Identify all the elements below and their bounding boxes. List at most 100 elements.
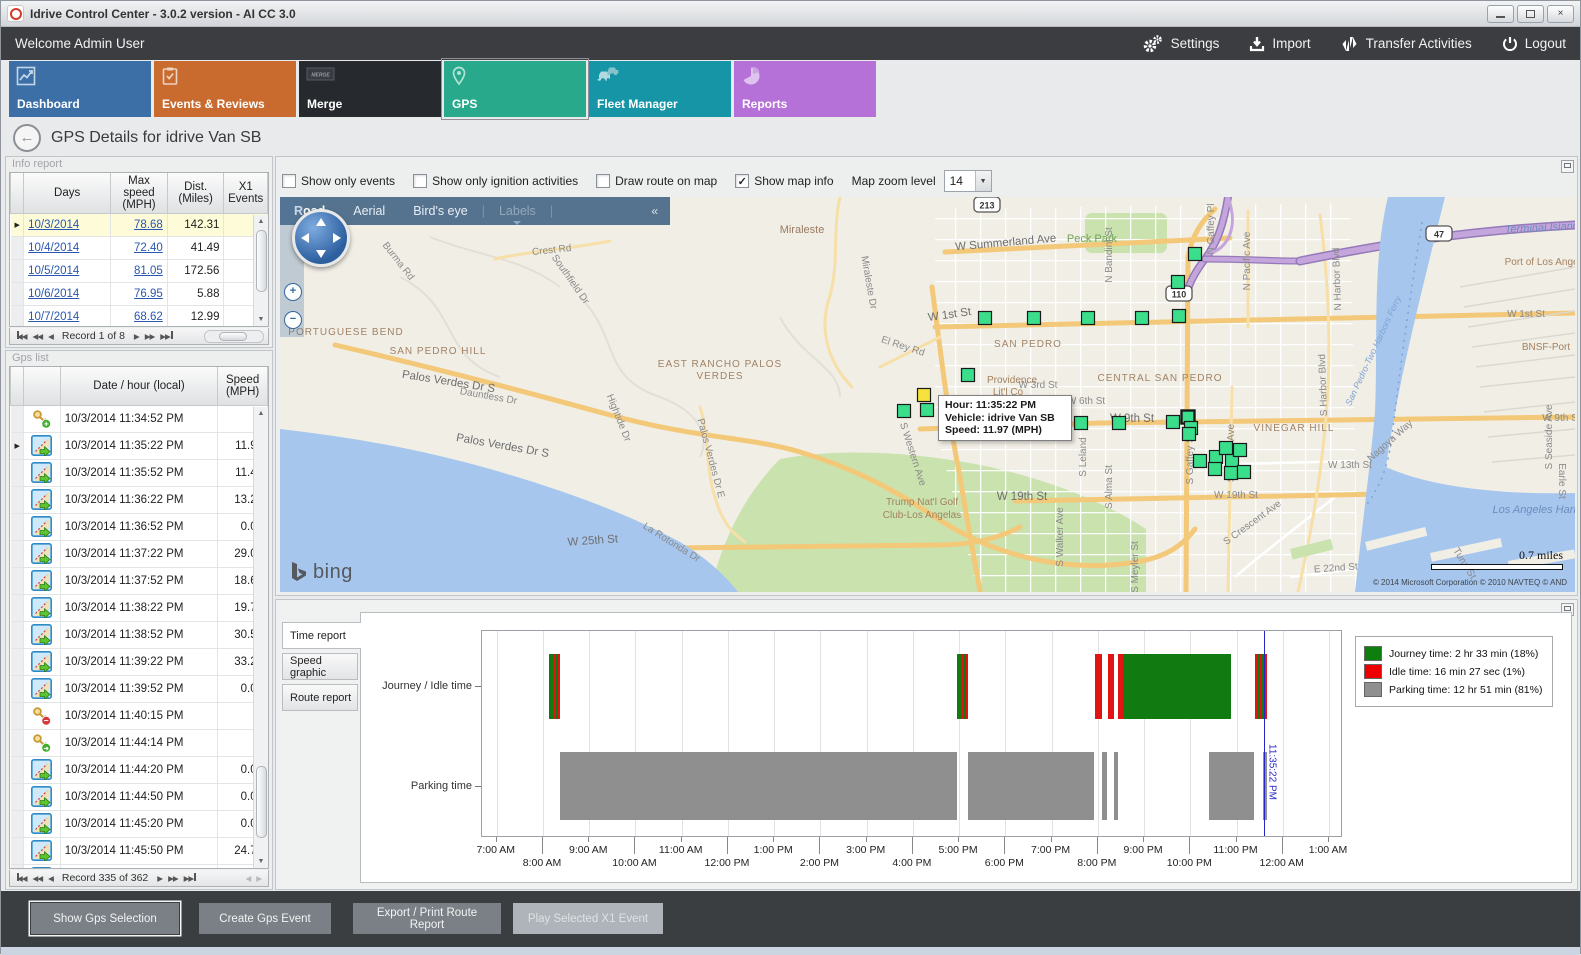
pager-hscrollbar[interactable] — [204, 329, 264, 343]
pager-next-button[interactable]: ▶ — [133, 331, 140, 341]
gps-marker[interactable] — [1232, 442, 1248, 458]
scroll-down-icon[interactable]: ▼ — [257, 858, 265, 865]
map-panel-collapse-button[interactable] — [1561, 160, 1574, 173]
map-style-aerial[interactable]: Aerial — [353, 204, 386, 218]
map-canvas[interactable]: Miraleste Crest Rd Burma Rd Southfield Dr Mi… — [280, 197, 1575, 592]
tab-dashboard[interactable]: Dashboard — [9, 61, 151, 117]
pager-first-button[interactable]: ◀◀ — [17, 331, 28, 341]
gps-marker[interactable] — [1080, 310, 1096, 326]
table-row[interactable]: 10/3/2014 11:38:52 PM 30.55 — [10, 621, 268, 649]
table-row[interactable]: 10/7/2014 68.62 12.99 — [10, 305, 268, 326]
table-row[interactable]: 10/3/2014 11:44:20 PM 0.00 — [10, 756, 268, 784]
pager-first-button[interactable]: ◀◀ — [17, 873, 28, 883]
minimize-button[interactable] — [1487, 4, 1514, 23]
gps-marker[interactable] — [1073, 415, 1089, 431]
table-row[interactable]: 10/3/2014 11:44:50 PM 0.00 — [10, 783, 268, 811]
back-button[interactable]: ← — [13, 123, 41, 152]
map-compass-control[interactable] — [292, 209, 350, 267]
checkbox-show-only-ignition-activities[interactable]: Show only ignition activities — [413, 174, 578, 188]
table-row[interactable]: 10/6/2014 76.95 5.88 — [10, 282, 268, 306]
scroll-down-icon[interactable]: ▼ — [257, 316, 265, 323]
settings-button[interactable]: Settings — [1142, 34, 1219, 53]
pan-right-icon[interactable] — [333, 233, 341, 243]
chart-time-cursor[interactable] — [1263, 631, 1265, 836]
gps-marker[interactable] — [1207, 461, 1223, 477]
tab-route-report[interactable]: Route report — [282, 684, 358, 711]
day-link[interactable]: 10/4/2014 — [28, 242, 80, 254]
table-row[interactable]: 10/3/2014 11:39:22 PM 33.21 — [10, 648, 268, 676]
pan-down-icon[interactable] — [316, 250, 326, 258]
gps-vertical-scrollbar[interactable]: ▲ ▼ — [253, 407, 268, 868]
table-row[interactable]: 10/3/2014 11:35:52 PM 11.47 — [10, 459, 268, 487]
table-row[interactable]: 10/3/2014 11:39:52 PM 0.00 — [10, 675, 268, 703]
max-speed-link[interactable]: 72.40 — [134, 242, 163, 254]
tab-reports[interactable]: Reports — [734, 61, 876, 117]
max-speed-link[interactable]: 68.62 — [134, 311, 163, 323]
create-gps-event-button[interactable]: Create Gps Event — [199, 903, 331, 934]
zoom-out-button[interactable]: − — [284, 311, 302, 329]
table-row[interactable]: 10/3/2014 11:36:52 PM 0.00 — [10, 513, 268, 541]
pager-prev-page-button[interactable]: ◀◀ — [32, 873, 44, 883]
col-max-speed[interactable]: Max speed (MPH) — [110, 173, 168, 214]
scroll-up-icon[interactable]: ▲ — [257, 218, 265, 225]
pan-left-icon[interactable] — [301, 233, 309, 243]
tab-events-reviews[interactable]: Events & Reviews — [154, 61, 296, 117]
checkbox-draw-route-on-map[interactable]: Draw route on map — [596, 174, 717, 188]
map-zoom-level-select[interactable]: 14 ▼ — [943, 170, 992, 192]
gps-marker[interactable] — [977, 310, 993, 326]
day-link[interactable]: 10/5/2014 — [28, 265, 80, 277]
tab-time-report[interactable]: Time report — [282, 622, 361, 649]
gps-marker[interactable] — [1026, 310, 1042, 326]
table-row[interactable]: 10/3/2014 11:37:22 PM 29.05 — [10, 540, 268, 568]
table-row[interactable]: +10/3/2014 11:34:52 PM — [10, 405, 268, 433]
max-speed-link[interactable]: 76.95 — [134, 288, 163, 300]
pager-prev-button[interactable]: ◀ — [48, 873, 54, 883]
import-button[interactable]: Import — [1249, 36, 1311, 52]
pager-prev-page-button[interactable]: ◀◀ — [32, 331, 44, 341]
checkbox-show-map-info[interactable]: ✓ Show map info — [735, 174, 834, 188]
max-speed-link[interactable]: 78.68 — [134, 219, 163, 231]
table-row[interactable]: 10/5/2014 81.05 172.56 — [10, 259, 268, 283]
gps-marker[interactable] — [1165, 414, 1181, 430]
close-button[interactable]: × — [1547, 4, 1574, 23]
map-style-birdseye[interactable]: Bird's eye — [413, 204, 468, 218]
pager-next-page-button[interactable]: ▶▶ — [168, 873, 179, 883]
show-gps-selection-button[interactable]: Show Gps Selection — [31, 903, 179, 934]
logout-button[interactable]: Logout — [1502, 36, 1566, 52]
transfer-activities-button[interactable]: Transfer Activities — [1341, 36, 1472, 52]
play-selected-x1-event-button[interactable]: Play Selected X1 Event — [513, 903, 663, 934]
gps-marker[interactable] — [1192, 453, 1208, 469]
map-style-labels[interactable]: Labels — [499, 204, 536, 225]
gps-marker[interactable] — [919, 402, 935, 418]
table-row[interactable]: 10/3/2014 11:37:52 PM 18.63 — [10, 567, 268, 595]
table-row[interactable]: −10/3/2014 11:40:15 PM — [10, 702, 268, 730]
table-row[interactable]: ▶ 10/3/2014 11:35:22 PM 11.97 — [10, 432, 268, 460]
checkbox-show-only-events[interactable]: Show only events — [282, 174, 395, 188]
gps-marker[interactable] — [1223, 465, 1239, 481]
max-speed-link[interactable]: 81.05 — [134, 265, 163, 277]
selected-gps-marker[interactable] — [916, 387, 932, 403]
navbar-collapse-icon[interactable]: « — [651, 204, 658, 218]
table-row[interactable]: 10/3/2014 11:45:20 PM 0.00 — [10, 810, 268, 838]
info-vertical-scrollbar[interactable]: ▲ ▼ — [253, 215, 268, 326]
day-link[interactable]: 10/6/2014 — [28, 288, 80, 300]
col-speed[interactable]: Speed (MPH) — [217, 367, 268, 406]
table-row[interactable]: 10/3/2014 11:45:50 PM 24.75 — [10, 837, 268, 865]
gps-marker[interactable] — [1111, 415, 1127, 431]
pager-last-button[interactable]: ▶▶ — [160, 331, 173, 341]
gps-marker[interactable] — [1236, 464, 1252, 480]
gps-marker[interactable] — [1134, 310, 1150, 326]
tab-merge[interactable]: MERGE Merge — [299, 61, 441, 117]
gps-marker[interactable] — [896, 403, 912, 419]
table-row[interactable]: 10/3/2014 11:46:20 PM17.93 — [10, 864, 268, 868]
pan-up-icon[interactable] — [316, 218, 326, 226]
table-row[interactable]: ▶ 10/3/2014 78.68 142.31 — [10, 213, 268, 237]
tab-gps[interactable]: GPS — [441, 58, 589, 120]
col-dist[interactable]: Dist. (Miles) — [166, 173, 225, 214]
table-row[interactable]: ➜ 10/3/2014 11:44:14 PM — [10, 729, 268, 757]
pager-last-button[interactable]: ▶▶ — [184, 873, 197, 883]
pager-prev-button[interactable]: ◀ — [48, 331, 54, 341]
gps-marker[interactable] — [1218, 440, 1234, 456]
col-x1-events[interactable]: X1 Events — [223, 173, 268, 214]
table-row[interactable]: 10/3/2014 11:38:22 PM 19.70 — [10, 594, 268, 622]
